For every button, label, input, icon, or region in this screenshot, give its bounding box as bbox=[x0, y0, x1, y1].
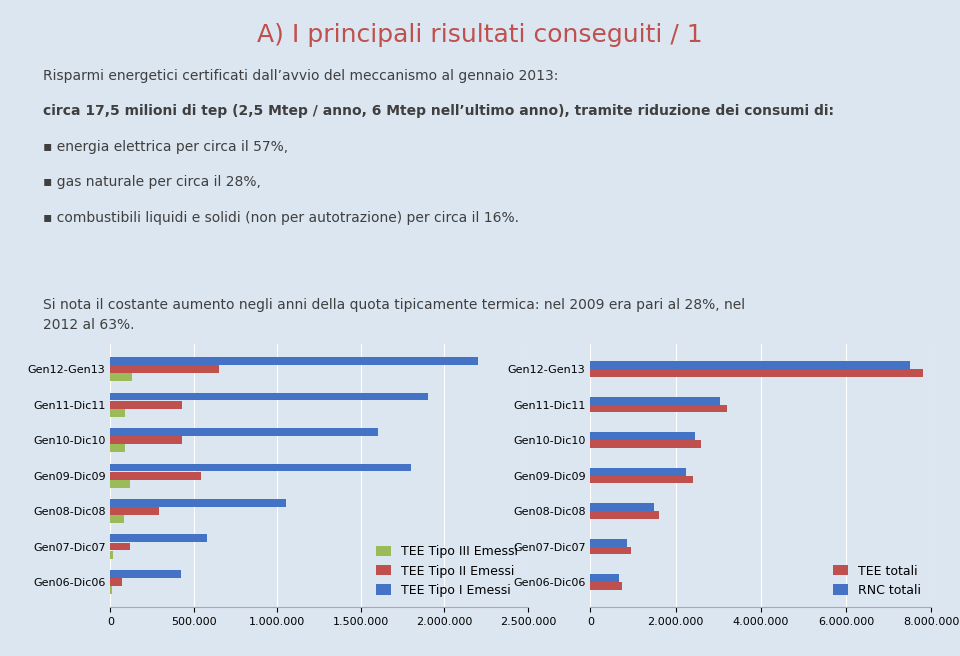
Bar bbox=[110, 586, 112, 594]
Bar bbox=[590, 582, 622, 590]
Bar bbox=[110, 507, 158, 515]
Bar bbox=[590, 405, 727, 413]
Bar bbox=[110, 393, 428, 400]
Bar bbox=[110, 472, 201, 480]
Bar bbox=[110, 436, 182, 444]
Bar bbox=[590, 397, 720, 405]
Bar bbox=[110, 499, 286, 507]
Text: A) I principali risultati conseguiti / 1: A) I principali risultati conseguiti / 1 bbox=[257, 23, 703, 47]
Bar bbox=[110, 516, 124, 523]
Bar bbox=[590, 503, 655, 511]
Bar bbox=[110, 551, 113, 558]
Bar bbox=[110, 357, 478, 365]
Bar bbox=[110, 464, 411, 472]
Bar bbox=[590, 539, 627, 546]
Text: Risparmi energetici certificati dall’avvio del meccanismo al gennaio 2013:: Risparmi energetici certificati dall’avv… bbox=[43, 69, 559, 83]
Bar bbox=[590, 546, 631, 554]
Bar bbox=[590, 476, 693, 483]
Bar bbox=[110, 535, 207, 543]
Bar bbox=[590, 574, 619, 582]
Text: circa 17,5 milioni di tep (2,5 Mtep / anno, 6 Mtep nell’ultimo anno), tramite ri: circa 17,5 milioni di tep (2,5 Mtep / an… bbox=[43, 104, 834, 118]
Bar bbox=[590, 511, 659, 519]
Legend: TEE totali, RNC totali: TEE totali, RNC totali bbox=[829, 561, 924, 600]
Bar bbox=[590, 361, 910, 369]
Text: 2012 al 63%.: 2012 al 63%. bbox=[43, 318, 134, 332]
Bar bbox=[110, 480, 131, 487]
Text: Si nota il costante aumento negli anni della quota tipicamente termica: nel 2009: Si nota il costante aumento negli anni d… bbox=[43, 298, 745, 312]
Bar bbox=[590, 468, 686, 476]
Bar bbox=[110, 428, 377, 436]
Bar bbox=[110, 578, 122, 586]
Bar bbox=[590, 369, 923, 377]
Text: ▪ gas naturale per circa il 28%,: ▪ gas naturale per circa il 28%, bbox=[43, 175, 261, 189]
Bar bbox=[110, 444, 126, 452]
Bar bbox=[110, 365, 219, 373]
Bar bbox=[590, 440, 701, 448]
Bar bbox=[110, 373, 132, 381]
Legend: TEE Tipo III Emessi, TEE Tipo II Emessi, TEE Tipo I Emessi: TEE Tipo III Emessi, TEE Tipo II Emessi,… bbox=[372, 542, 521, 600]
Bar bbox=[110, 401, 182, 409]
Bar bbox=[110, 570, 180, 578]
Text: ▪ energia elettrica per circa il 57%,: ▪ energia elettrica per circa il 57%, bbox=[43, 140, 288, 154]
Text: ▪ combustibili liquidi e solidi (non per autotrazione) per circa il 16%.: ▪ combustibili liquidi e solidi (non per… bbox=[43, 211, 519, 224]
Bar bbox=[590, 432, 695, 440]
Bar bbox=[110, 409, 126, 417]
Bar bbox=[110, 543, 131, 550]
